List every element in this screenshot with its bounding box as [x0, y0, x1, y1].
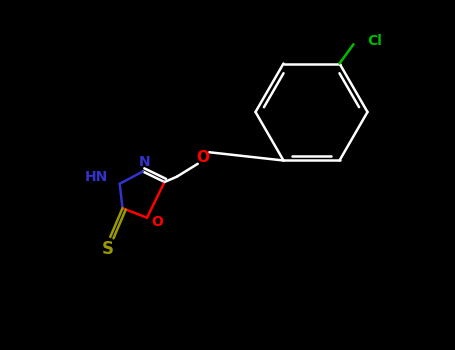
Text: O: O [152, 215, 163, 229]
Text: HN: HN [85, 170, 108, 184]
Text: S: S [101, 240, 113, 258]
Text: N: N [139, 155, 150, 169]
Text: Cl: Cl [367, 34, 382, 48]
Text: O: O [197, 150, 209, 165]
